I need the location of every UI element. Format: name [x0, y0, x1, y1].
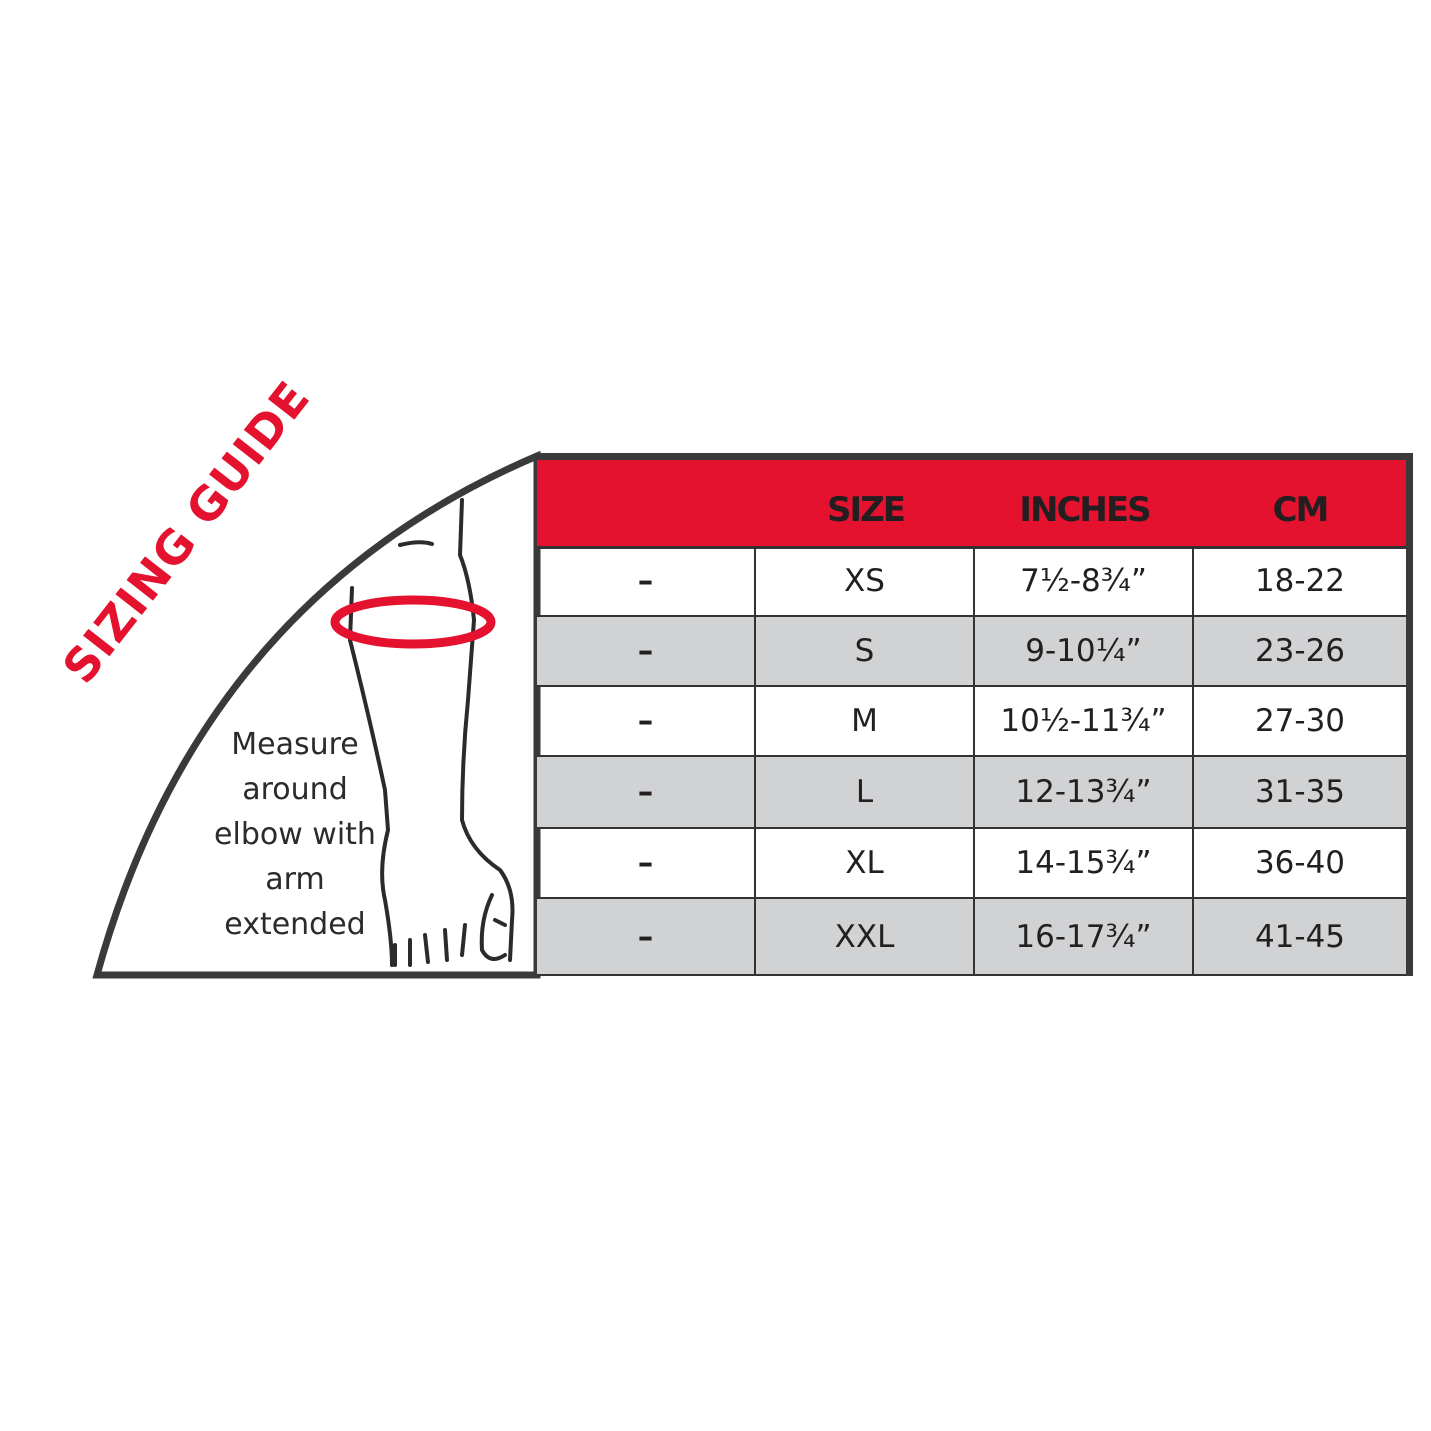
table-row: – S 9-10¼” 23-26	[537, 617, 1406, 687]
cell-mark: –	[537, 899, 756, 974]
header-cm: CM	[1272, 490, 1330, 530]
cell-size: L	[756, 757, 975, 827]
instruction-line: extended	[224, 907, 366, 942]
cell-mark: –	[537, 547, 756, 615]
size-table: SIZE INCHES CM – XS 7½-8¾” 18-22– S 9-10¼” 23-…	[537, 453, 1413, 976]
cell-size: M	[756, 687, 975, 755]
cell-cm: 41-45	[1254, 918, 1346, 955]
cell-inches: 16-17¾”	[975, 899, 1194, 974]
cell-inches: 14-15¾”	[975, 829, 1194, 897]
header-inches: INCHES	[1019, 490, 1151, 530]
instruction-line: around	[242, 772, 348, 807]
header-blank	[537, 460, 756, 546]
cell-size: XS	[756, 547, 975, 615]
instruction-line: elbow with	[214, 817, 376, 852]
cell-size: S	[756, 617, 975, 685]
table-row: – L 12-13¾” 31-35	[537, 757, 1406, 829]
table-row: – XS 7½-8¾” 18-22	[537, 547, 1406, 617]
cell-inches: 9-10¼”	[975, 617, 1194, 685]
cell-cm: 18-22	[1254, 563, 1346, 599]
measure-ring-icon	[330, 595, 496, 649]
header-size: SIZE	[826, 490, 906, 530]
table-header: SIZE INCHES CM	[537, 460, 1406, 549]
cell-mark: –	[537, 617, 756, 685]
cell-mark: –	[537, 829, 756, 897]
cell-size: XXL	[756, 899, 975, 974]
cell-size: XL	[756, 829, 975, 897]
cell-inches: 7½-8¾”	[975, 547, 1194, 615]
table-row: – XL 14-15¾” 36-40	[537, 829, 1406, 899]
curved-frame	[92, 450, 541, 979]
instruction-line: Measure	[231, 727, 359, 762]
cell-mark: –	[537, 757, 756, 827]
instruction-line: arm	[265, 862, 325, 897]
cell-cm: 36-40	[1254, 845, 1346, 881]
cell-cm: 23-26	[1254, 633, 1346, 669]
cell-inches: 12-13¾”	[975, 757, 1194, 827]
cell-mark: –	[537, 687, 756, 755]
table-row: – M 10½-11¾” 27-30	[537, 687, 1406, 757]
cell-inches: 10½-11¾”	[975, 687, 1194, 755]
table-row: – XXL 16-17¾” 41-45	[537, 899, 1406, 976]
arm-outline	[347, 498, 515, 967]
cell-cm: 31-35	[1254, 774, 1346, 810]
cell-cm: 27-30	[1254, 703, 1346, 739]
measure-instruction: Measure around elbow with arm extended	[200, 722, 390, 947]
